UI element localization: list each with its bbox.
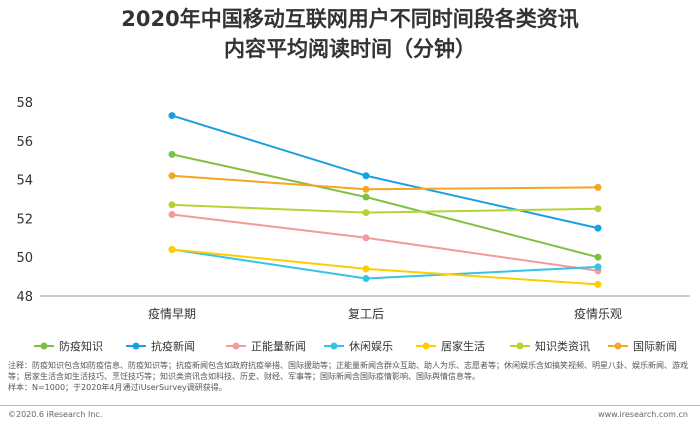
- y-tick-label: 56: [16, 135, 33, 150]
- series-line: [171, 248, 599, 280]
- website-text: www.iresearch.com.cn: [598, 410, 688, 419]
- legend-swatch-marker: [132, 342, 140, 350]
- legend-label: 居家生活: [441, 339, 485, 353]
- legend-label: 休闲娱乐: [349, 339, 393, 353]
- data-point: [594, 253, 602, 261]
- data-point: [362, 193, 370, 201]
- data-point: [362, 209, 370, 217]
- copyright-text: ©2020.6 iResearch Inc.: [8, 410, 103, 419]
- legend-label: 正能量新闻: [251, 339, 306, 353]
- legend-swatch-marker: [330, 342, 338, 350]
- legend-swatch-marker: [40, 342, 48, 350]
- x-tick-label: 复工后: [348, 307, 384, 321]
- data-point: [362, 234, 370, 242]
- data-point: [362, 265, 370, 273]
- footnote-sample: 样本：N=1000；于2020年4月通过iUserSurvey调研获得。: [8, 383, 227, 392]
- x-tick-label: 疫情乐观: [574, 306, 622, 321]
- data-point: [362, 275, 370, 283]
- legend-swatch-marker: [516, 342, 524, 350]
- series-line: [171, 248, 599, 286]
- legend-label: 知识类资讯: [535, 339, 590, 353]
- data-point: [594, 224, 602, 232]
- legend-label: 防疫知识: [59, 339, 103, 353]
- data-point: [362, 185, 370, 193]
- y-tick-label: 52: [16, 212, 33, 227]
- footer-divider: [0, 405, 700, 406]
- data-point: [168, 211, 176, 219]
- data-point: [594, 183, 602, 191]
- data-point: [594, 280, 602, 288]
- chart-title-line-2: 内容平均阅读时间（分钟）: [224, 37, 476, 61]
- legend-swatch-marker: [614, 342, 622, 350]
- y-tick-label: 50: [16, 251, 33, 266]
- chart-title-line-1: 2020年中国移动互联网用户不同时间段各类资讯: [121, 7, 579, 31]
- y-tick-label: 54: [16, 174, 33, 189]
- series-line: [171, 174, 599, 191]
- data-point: [168, 112, 176, 120]
- series-line: [171, 213, 599, 272]
- legend-label: 国际新闻: [633, 339, 677, 353]
- data-point: [168, 201, 176, 209]
- data-point: [168, 245, 176, 253]
- series-line: [171, 153, 599, 259]
- footnote-notes: 注释：防疫知识包含如防疫信息、防疫知识等；抗疫新闻包含如政府抗疫举措、国际援助等…: [8, 361, 688, 381]
- x-tick-label: 疫情早期: [148, 306, 196, 321]
- legend-swatch-marker: [422, 342, 430, 350]
- series-line: [171, 203, 599, 214]
- data-point: [168, 172, 176, 180]
- data-point: [168, 150, 176, 158]
- legend-label: 抗疫新闻: [151, 339, 195, 353]
- data-point: [594, 263, 602, 271]
- y-tick-label: 58: [16, 96, 33, 111]
- legend-swatch-marker: [232, 342, 240, 350]
- data-point: [594, 205, 602, 213]
- series-line: [171, 114, 599, 230]
- data-point: [362, 172, 370, 180]
- y-tick-label: 48: [16, 290, 33, 305]
